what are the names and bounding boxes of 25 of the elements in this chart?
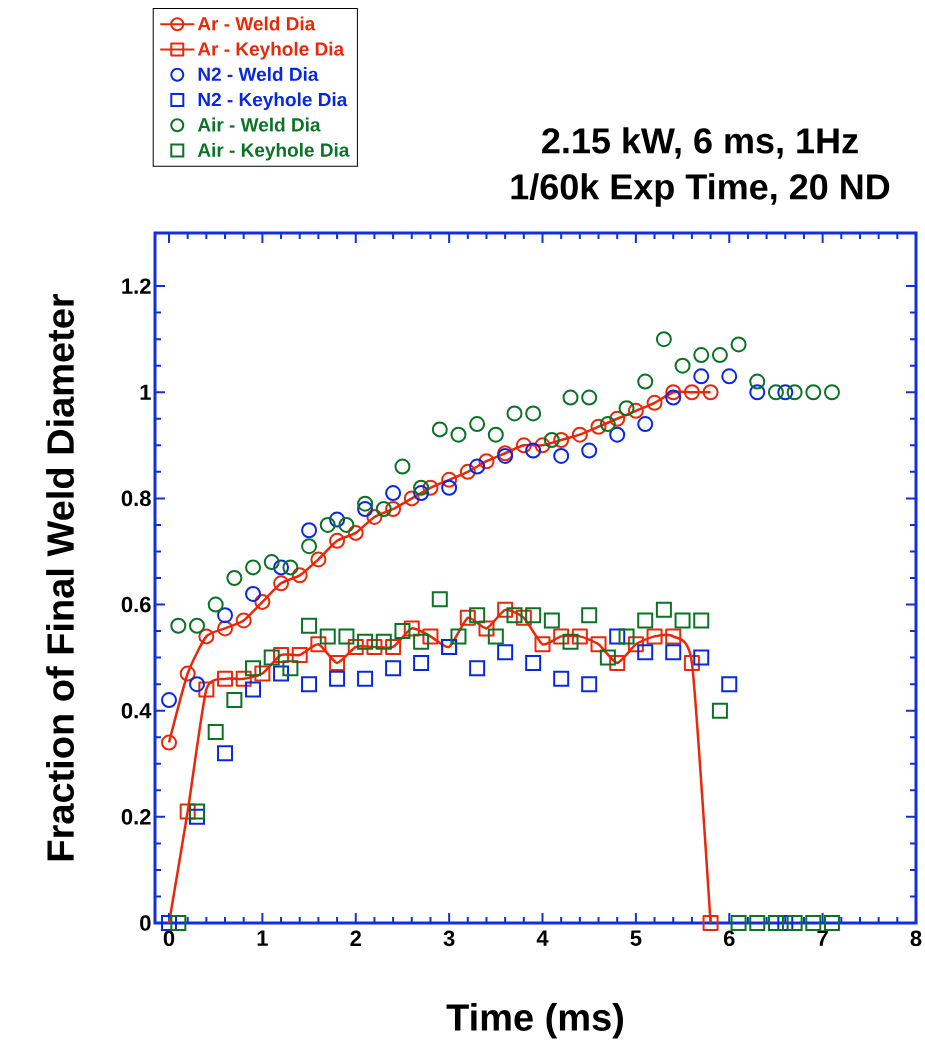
y-axis-title: Fraction of Final Weld Diameter: [46, 293, 75, 861]
legend-label: N2 - Keyhole Dia: [198, 92, 348, 111]
x-tick-label: 4: [536, 930, 549, 946]
y-tick-label: 0: [140, 915, 151, 931]
y-tick-label: 1.2: [122, 278, 151, 294]
x-tick-label: 3: [443, 930, 455, 947]
y-tick-label: 1: [140, 384, 151, 400]
y-tick-label: 0.8: [121, 490, 151, 507]
y-tick-label: 0.4: [121, 702, 152, 719]
chart-title: 2.15 kW, 6 ms, 1Hz: [542, 127, 858, 159]
x-tick-label: 5: [630, 930, 642, 946]
legend-label: N2 - Weld Dia: [198, 67, 319, 82]
x-axis-title: Time (ms): [446, 1003, 623, 1039]
x-tick-label: 1: [257, 930, 268, 946]
legend-label: Air - Keyhole Dia: [197, 142, 350, 161]
x-tick-label: 8: [910, 930, 922, 947]
y-tick-label: 0.2: [121, 809, 151, 825]
legend-label: Ar - Keyhole Dia: [197, 41, 345, 60]
legend-label: Ar - Weld Dia: [197, 16, 316, 31]
x-tick-label: 2: [350, 930, 361, 946]
legend-label: Air - Weld Dia: [197, 117, 321, 132]
x-tick-label: 6: [723, 930, 735, 947]
x-tick-label: 0: [163, 930, 175, 947]
y-tick-label: 0.6: [121, 596, 151, 613]
chart-subtitle: 1/60k Exp Time, 20 ND: [511, 173, 890, 207]
